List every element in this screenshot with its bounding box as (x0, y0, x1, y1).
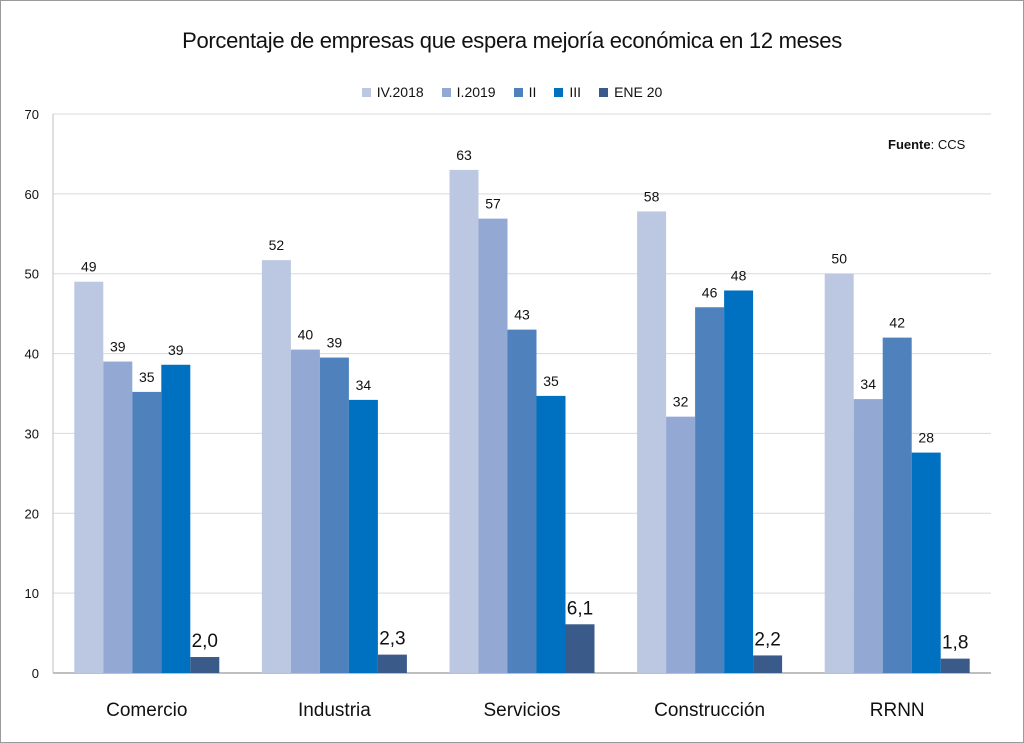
bar (882, 337, 912, 673)
data-label: 35 (139, 369, 155, 385)
bar (724, 290, 754, 673)
data-label: 39 (168, 342, 184, 358)
bar (319, 357, 349, 673)
bar (161, 364, 191, 673)
bar (853, 399, 883, 673)
data-label: 1,8 (942, 633, 968, 654)
legend-label: ENE 20 (614, 84, 663, 100)
bar (290, 349, 320, 673)
y-tick-label: 40 (25, 347, 39, 362)
data-label: 57 (485, 196, 501, 212)
y-tick-label: 10 (25, 586, 39, 601)
data-label: 52 (269, 237, 285, 253)
category-label: Comercio (106, 700, 187, 721)
bar (103, 361, 133, 673)
y-tick-label: 0 (32, 666, 39, 681)
source-label: Fuente (888, 137, 931, 152)
bar (824, 273, 854, 673)
bar (478, 218, 508, 673)
data-label: 43 (514, 307, 530, 323)
legend: IV.2018 I.2019 II III ENE 20 (0, 84, 1024, 100)
chart-title: Porcentaje de empresas que espera mejorí… (182, 28, 842, 53)
bar (637, 211, 667, 673)
source-value: : CCS (931, 137, 966, 152)
data-label: 63 (456, 147, 472, 163)
source-note: Fuente: CCS (888, 137, 966, 152)
data-label: 2,3 (379, 629, 405, 650)
bar (261, 260, 291, 673)
legend-swatch (361, 87, 371, 97)
bar (565, 624, 595, 673)
bar (132, 391, 162, 673)
y-tick-label: 50 (25, 267, 39, 282)
data-label: 32 (673, 394, 689, 410)
data-label: 49 (81, 259, 97, 275)
bar (377, 654, 407, 673)
bar (940, 658, 970, 673)
legend-label: IV.2018 (376, 84, 424, 100)
category-label: Construcción (654, 700, 765, 721)
legend-item: ENE 20 (599, 84, 662, 100)
data-label: 48 (731, 267, 747, 283)
bar (695, 307, 725, 673)
bar (911, 452, 941, 673)
data-label: 39 (327, 335, 343, 351)
legend-label: I.2019 (456, 84, 496, 100)
data-label: 2,2 (754, 629, 780, 650)
data-label: 6,1 (567, 598, 593, 619)
bar (190, 657, 220, 673)
y-tick-label: 20 (25, 506, 39, 521)
legend-item: II (513, 84, 537, 100)
y-tick-label: 30 (25, 426, 39, 441)
bar (348, 399, 378, 673)
data-label: 46 (702, 284, 718, 300)
data-label: 58 (644, 188, 660, 204)
category-label: Industria (298, 700, 371, 721)
bar (507, 329, 537, 673)
bar (74, 281, 104, 673)
data-label: 42 (889, 315, 905, 331)
legend-label: III (569, 84, 582, 100)
bar (536, 395, 566, 673)
category-label: RRNN (870, 700, 925, 721)
legend-swatch (441, 87, 451, 97)
legend-item: IV.2018 (361, 84, 424, 100)
data-label: 34 (860, 376, 876, 392)
legend-swatch (554, 87, 564, 97)
data-label: 2,0 (192, 631, 218, 652)
bar (753, 655, 783, 673)
data-label: 39 (110, 339, 126, 355)
legend-swatch (599, 87, 609, 97)
bar (666, 416, 696, 673)
data-label: 35 (543, 373, 559, 389)
legend-item: III (554, 84, 581, 100)
data-label: 40 (298, 327, 314, 343)
data-label: 34 (356, 377, 372, 393)
category-label: Servicios (483, 700, 560, 721)
bar (449, 169, 479, 673)
data-label: 50 (831, 251, 847, 267)
legend-item: I.2019 (441, 84, 496, 100)
legend-swatch (513, 87, 523, 97)
data-label: 28 (918, 430, 934, 446)
y-tick-label: 60 (25, 187, 39, 202)
y-tick-label: 70 (25, 107, 39, 122)
legend-label: II (528, 84, 537, 100)
